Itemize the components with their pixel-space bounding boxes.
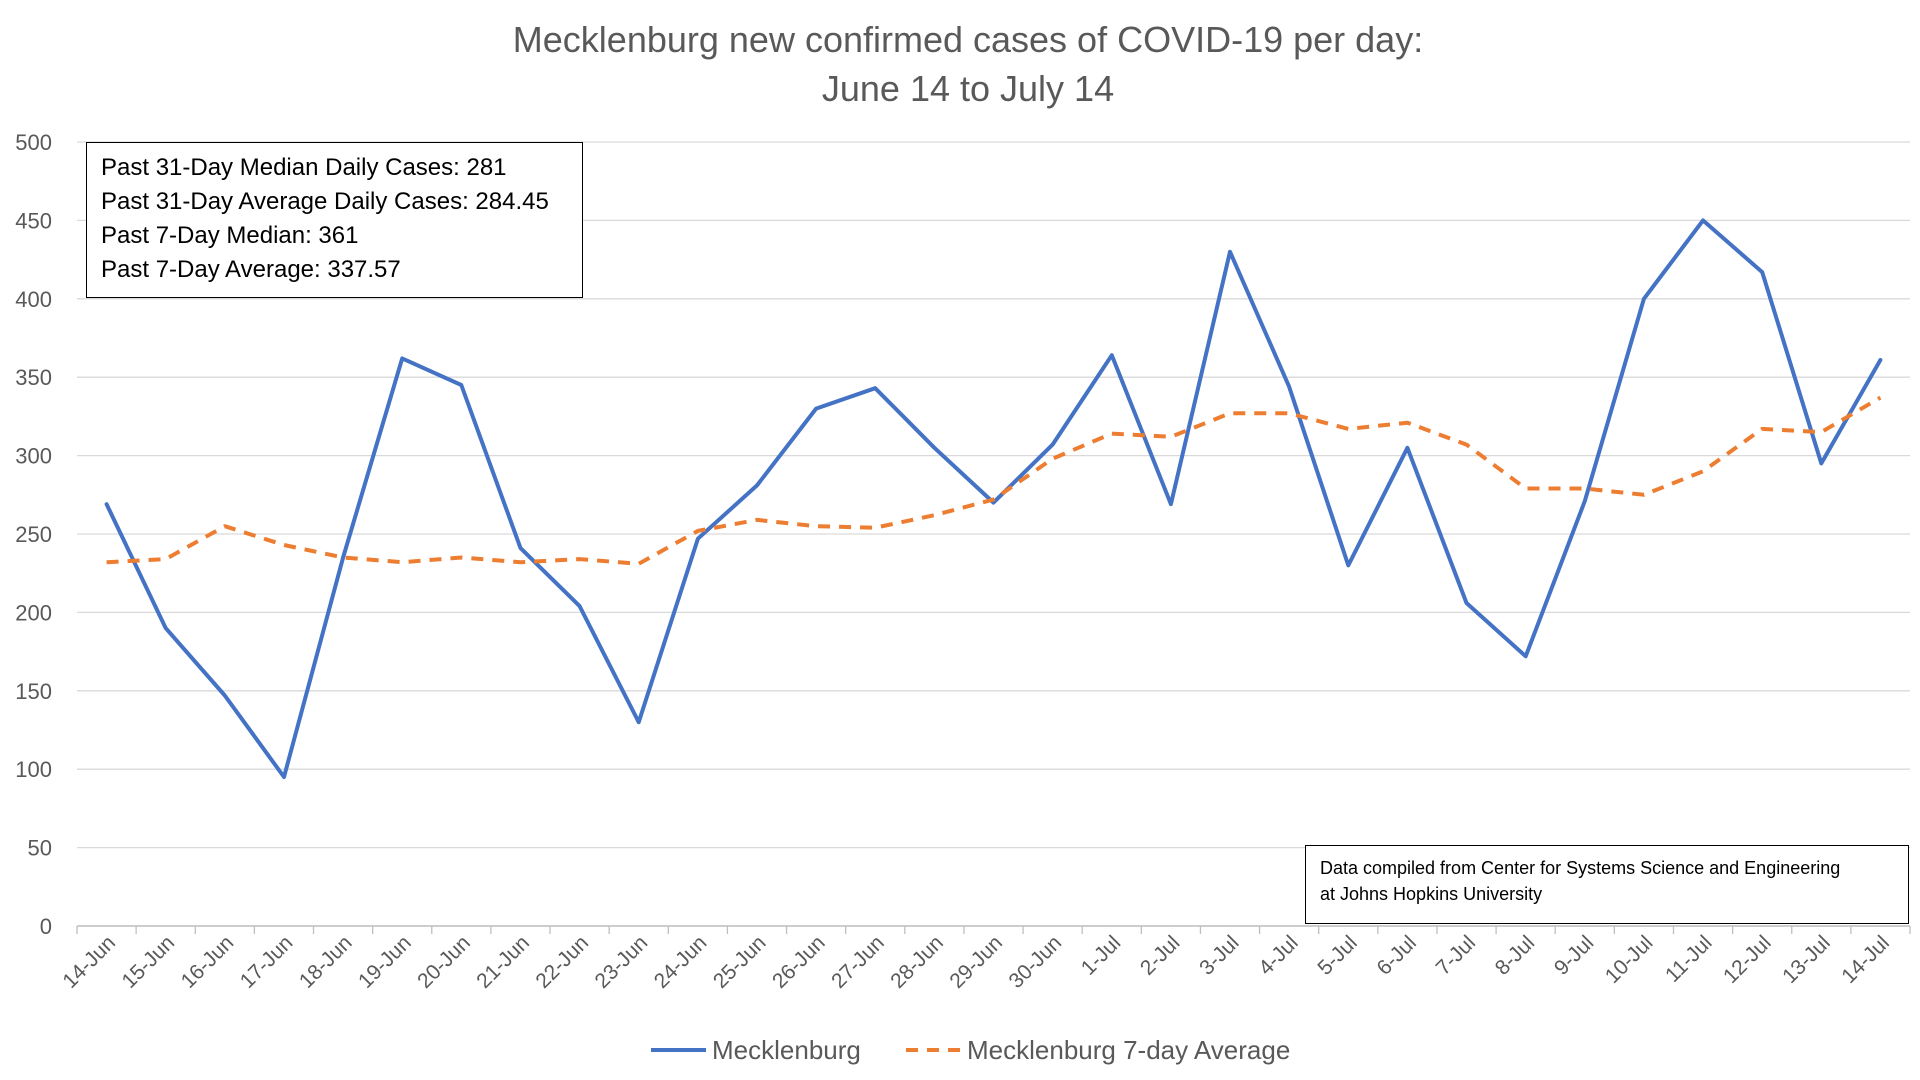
x-tick-label: 14-Jul xyxy=(1837,931,1894,988)
x-tick-label: 11-Jul xyxy=(1661,931,1717,987)
source-line-1: Data compiled from Center for Systems Sc… xyxy=(1320,858,1841,878)
x-tick-label: 17-Jun xyxy=(236,931,298,993)
stat-31day-median: Past 31-Day Median Daily Cases: 281 xyxy=(101,154,507,181)
y-tick-label: 400 xyxy=(15,287,52,312)
x-tick-label: 10-Jul xyxy=(1601,931,1658,988)
x-tick-label: 25-Jun xyxy=(709,931,771,993)
y-tick-label: 300 xyxy=(15,444,52,469)
x-tick-label: 9-Jul xyxy=(1550,931,1598,979)
y-tick-label: 0 xyxy=(40,914,52,939)
x-tick-label: 23-Jun xyxy=(591,931,653,993)
x-tick-label: 12-Jul xyxy=(1719,931,1776,988)
x-tick-label: 27-Jun xyxy=(827,931,889,993)
x-tick-label: 13-Jul xyxy=(1778,931,1835,988)
series-lines xyxy=(104,218,1883,779)
x-tick-label: 5-Jul xyxy=(1313,931,1361,979)
legend-label-0: Mecklenburg xyxy=(712,1035,861,1065)
x-tick-label: 16-Jun xyxy=(177,931,239,993)
chart-title-line-2: June 14 to July 14 xyxy=(822,68,1114,109)
x-tick-label: 26-Jun xyxy=(768,931,830,993)
y-axis: 0 50 100 150 200 250 300 350 400 450 500 xyxy=(15,130,52,939)
source-line-2: at Johns Hopkins University xyxy=(1320,884,1543,904)
y-tick-label: 150 xyxy=(15,679,52,704)
data-source-note: Data compiled from Center for Systems Sc… xyxy=(1305,845,1909,924)
x-tick-label: 29-Jun xyxy=(945,931,1007,993)
stat-7day-average: Past 7-Day Average: 337.57 xyxy=(101,256,401,283)
legend-label-1: Mecklenburg 7-day Average xyxy=(967,1035,1290,1065)
x-tick-label: 30-Jun xyxy=(1004,931,1066,993)
y-tick-label: 350 xyxy=(15,365,52,390)
x-tick-label: 4-Jul xyxy=(1254,931,1302,979)
y-tick-label: 100 xyxy=(15,757,52,782)
stat-7day-median: Past 7-Day Median: 361 xyxy=(101,222,359,249)
x-tick-label: 22-Jun xyxy=(531,931,593,993)
x-tick-label: 15-Jun xyxy=(118,931,180,993)
x-tick-label: 7-Jul xyxy=(1432,931,1480,979)
stat-31day-average: Past 31-Day Average Daily Cases: 284.45 xyxy=(101,188,549,215)
x-tick-label: 2-Jul xyxy=(1136,931,1184,979)
series-line-0 xyxy=(104,218,1883,779)
gridlines xyxy=(77,141,1910,927)
y-tick-label: 50 xyxy=(28,836,52,861)
x-tick-label: 14-Jun xyxy=(58,931,120,993)
y-tick-label: 200 xyxy=(15,600,52,625)
chart-title-line-1: Mecklenburg new confirmed cases of COVID… xyxy=(513,19,1423,60)
x-tick-label: 1-Jul xyxy=(1077,931,1125,979)
x-tick-label: 28-Jun xyxy=(886,931,948,993)
summary-stats-box: Past 31-Day Median Daily Cases: 281 Past… xyxy=(86,142,583,298)
series-line-1 xyxy=(106,395,1882,566)
x-tick-label: 3-Jul xyxy=(1195,931,1243,979)
y-tick-label: 450 xyxy=(15,208,52,233)
y-tick-label: 250 xyxy=(15,522,52,547)
y-tick-label: 500 xyxy=(15,130,52,155)
legend: Mecklenburg Mecklenburg 7-day Average xyxy=(651,1035,1290,1065)
x-axis: 14-Jun15-Jun16-Jun17-Jun18-Jun19-Jun20-J… xyxy=(58,925,1911,993)
x-tick-label: 21-Jun xyxy=(472,931,534,993)
x-tick-label: 8-Jul xyxy=(1491,931,1539,979)
x-tick-label: 19-Jun xyxy=(354,931,416,993)
x-tick-label: 6-Jul xyxy=(1372,931,1420,979)
x-tick-label: 18-Jun xyxy=(295,931,357,993)
x-tick-label: 20-Jun xyxy=(413,931,475,993)
x-tick-label: 24-Jun xyxy=(650,931,712,993)
